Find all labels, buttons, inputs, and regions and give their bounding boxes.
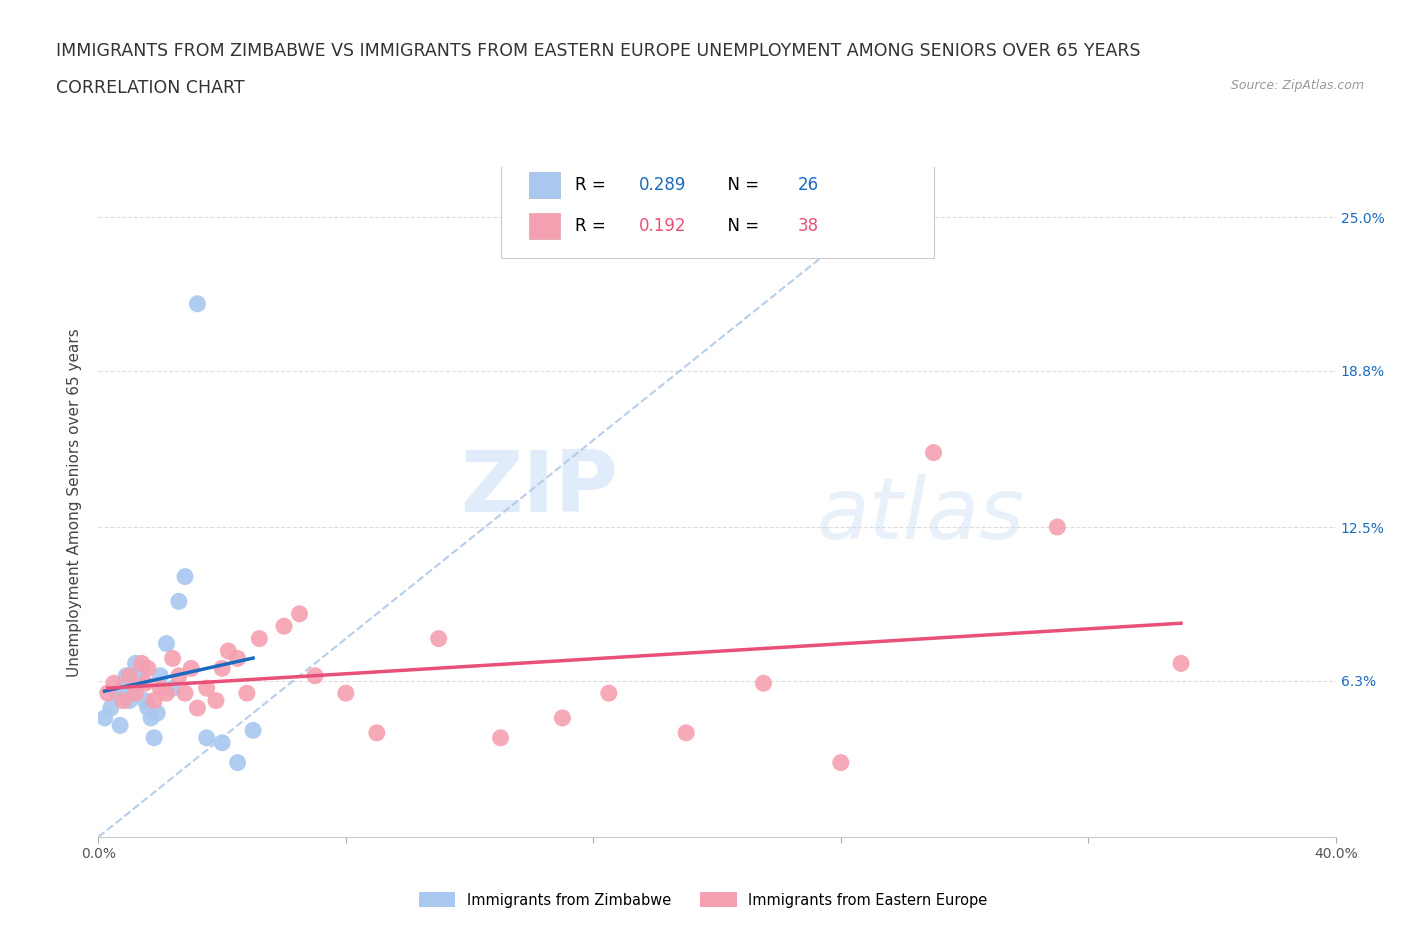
Text: IMMIGRANTS FROM ZIMBABWE VS IMMIGRANTS FROM EASTERN EUROPE UNEMPLOYMENT AMONG SE: IMMIGRANTS FROM ZIMBABWE VS IMMIGRANTS F… [56,42,1140,60]
Bar [529,172,560,198]
Point [112,681,135,696]
Point [226,755,249,770]
Point [167,669,190,684]
Point [830,755,852,770]
Point [124,685,146,700]
Point [304,669,326,684]
Point [149,681,172,696]
Point [134,693,156,708]
Point [131,661,153,676]
Point [121,685,143,700]
Text: 0.289: 0.289 [640,176,686,193]
Point [108,718,131,733]
Point [195,730,218,745]
Point [489,730,512,745]
Text: 0.192: 0.192 [640,217,686,234]
Point [186,297,208,312]
Point [1170,656,1192,671]
Point [112,693,135,708]
Point [136,661,159,676]
Text: R =: R = [575,176,610,193]
Point [115,669,138,684]
Point [155,685,177,700]
Point [136,700,159,715]
Point [143,730,166,745]
Point [288,606,311,621]
Point [247,631,270,646]
Point [103,676,125,691]
Point [139,711,162,725]
Point [100,700,122,715]
Text: atlas: atlas [815,474,1024,557]
Point [211,736,233,751]
Point [226,651,249,666]
Point [675,725,697,740]
Point [146,706,169,721]
Point [205,693,228,708]
FancyBboxPatch shape [501,164,934,258]
Point [752,676,775,691]
Point [155,636,177,651]
Point [93,711,115,725]
Point [180,661,202,676]
Text: 38: 38 [797,217,818,234]
Y-axis label: Unemployment Among Seniors over 65 years: Unemployment Among Seniors over 65 years [67,328,83,677]
Point [922,445,945,460]
Text: CORRELATION CHART: CORRELATION CHART [56,79,245,97]
Point [1046,520,1069,535]
Point [211,661,233,676]
Point [195,681,218,696]
Text: R =: R = [575,217,610,234]
Text: 26: 26 [797,176,818,193]
Point [134,676,156,691]
Point [118,693,141,708]
Point [186,700,208,715]
Point [598,685,620,700]
Point [174,569,197,584]
Point [149,669,172,684]
Point [162,651,184,666]
Point [551,711,574,725]
Point [167,594,190,609]
Point [217,644,239,658]
Point [174,685,197,700]
Text: N =: N = [717,217,765,234]
Point [427,631,450,646]
Bar [529,213,560,239]
Point [124,656,146,671]
Point [162,681,184,696]
Point [143,693,166,708]
Point [242,723,264,737]
Point [335,685,357,700]
Point [236,685,259,700]
Text: Source: ZipAtlas.com: Source: ZipAtlas.com [1230,79,1364,92]
Point [105,685,128,700]
Legend: Immigrants from Zimbabwe, Immigrants from Eastern Europe: Immigrants from Zimbabwe, Immigrants fro… [413,886,993,913]
Point [131,656,153,671]
Text: N =: N = [717,176,765,193]
Point [128,676,150,691]
Text: ZIP: ZIP [460,447,619,530]
Point [118,669,141,684]
Point [366,725,388,740]
Point [273,618,295,633]
Point [97,685,120,700]
